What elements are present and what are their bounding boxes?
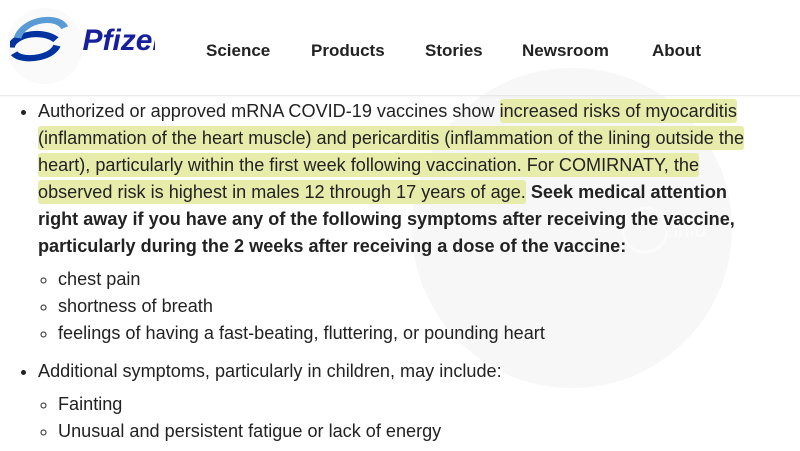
svg-text:Pfizer: Pfizer [83,24,155,57]
